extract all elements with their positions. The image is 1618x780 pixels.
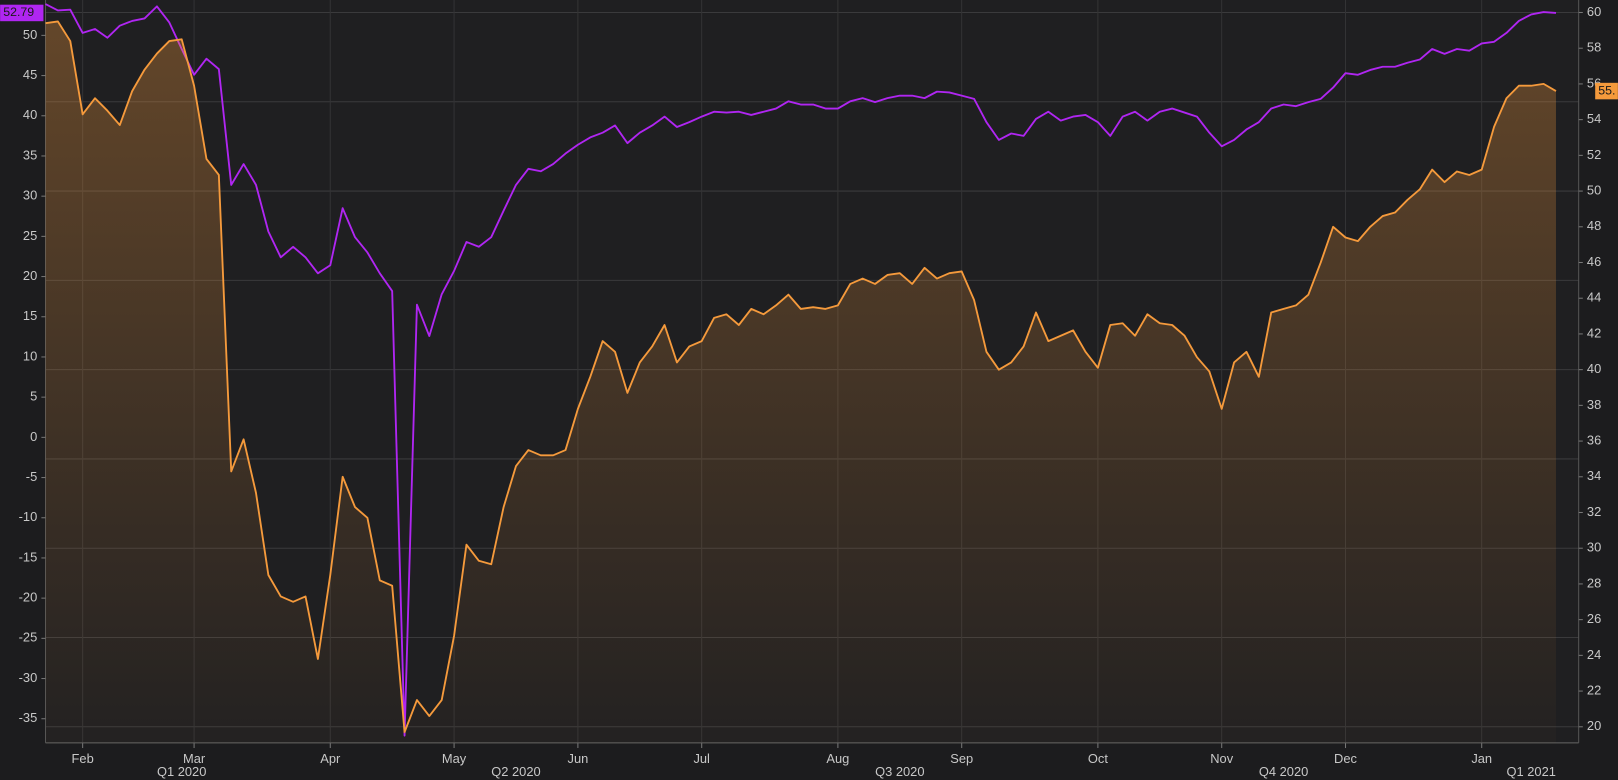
y2-tick-label: 60 <box>1587 4 1601 19</box>
y2-tick-label: 30 <box>1587 540 1601 555</box>
y2-tick-label: 38 <box>1587 397 1601 412</box>
x-tick-label: Oct <box>1088 751 1108 766</box>
end-label-box <box>1595 82 1618 100</box>
x-tick-label: Mar <box>183 751 206 766</box>
y-tick-label: -35 <box>19 710 38 725</box>
y2-tick-label: 40 <box>1587 361 1601 376</box>
y-tick-label: -10 <box>19 509 38 524</box>
y-tick-label: -20 <box>19 590 38 605</box>
y2-tick-label: 44 <box>1587 290 1601 305</box>
y2-tick-label: 22 <box>1587 682 1601 697</box>
end-label: 55. <box>1598 83 1615 97</box>
quarter-label: Q3 2020 <box>875 764 924 779</box>
x-tick-label: Dec <box>1334 751 1357 766</box>
line <box>45 20 1557 734</box>
y2-tick-label: 42 <box>1587 325 1601 340</box>
x-tick-label: May <box>442 751 467 766</box>
line <box>45 3 1557 737</box>
y-tick-label: 10 <box>23 348 37 363</box>
quarter-label: Q1 2021 <box>1507 764 1556 779</box>
y-tick-label: -25 <box>19 630 38 645</box>
y2-tick-label: 48 <box>1587 218 1601 233</box>
area <box>45 21 1556 743</box>
x-tick-label: Apr <box>320 751 341 766</box>
y2-tick-label: 28 <box>1587 575 1601 590</box>
quarter-label: Q4 2020 <box>1259 764 1308 779</box>
y2-tick-label: 54 <box>1587 111 1601 126</box>
y2-tick-label: 52 <box>1587 147 1601 162</box>
x-tick-label: Jul <box>693 751 709 766</box>
y2-tick-label: 24 <box>1587 647 1601 662</box>
y-tick-label: 20 <box>23 268 37 283</box>
y-tick-label: 0 <box>30 429 37 444</box>
y2-tick-label: 58 <box>1587 40 1601 55</box>
y2-tick-label: 20 <box>1587 718 1601 733</box>
y-tick-label: 5 <box>30 389 37 404</box>
end-label: 52.79 <box>3 5 34 19</box>
y-tick-label: 50 <box>23 27 37 42</box>
x-tick-label: Jan <box>1471 751 1492 766</box>
y-tick-label: 35 <box>23 147 37 162</box>
y-tick-label: 25 <box>23 228 37 243</box>
x-tick-label: Nov <box>1210 751 1233 766</box>
x-tick-label: Feb <box>72 751 94 766</box>
y2-tick-label: 36 <box>1587 432 1601 447</box>
y2-tick-label: 32 <box>1587 504 1601 519</box>
end-label-box <box>0 4 44 22</box>
y-tick-label: -15 <box>19 549 38 564</box>
y2-tick-label: 50 <box>1587 182 1601 197</box>
y-tick-label: 40 <box>23 107 37 122</box>
y-tick-label: 15 <box>23 308 37 323</box>
y2-tick-label: 26 <box>1587 611 1601 626</box>
quarter-label: Q2 2020 <box>491 764 540 779</box>
y-tick-label: 30 <box>23 188 37 203</box>
y-tick-label: 45 <box>23 67 37 82</box>
y-tick-label: -30 <box>19 670 38 685</box>
x-tick-label: Jun <box>568 751 589 766</box>
y2-tick-label: 46 <box>1587 254 1601 269</box>
quarter-label: Q1 2020 <box>157 764 206 779</box>
y-tick-label: -5 <box>26 469 37 484</box>
x-tick-label: Aug <box>826 751 849 766</box>
y2-tick-label: 34 <box>1587 468 1601 483</box>
x-tick-label: Sep <box>950 751 973 766</box>
